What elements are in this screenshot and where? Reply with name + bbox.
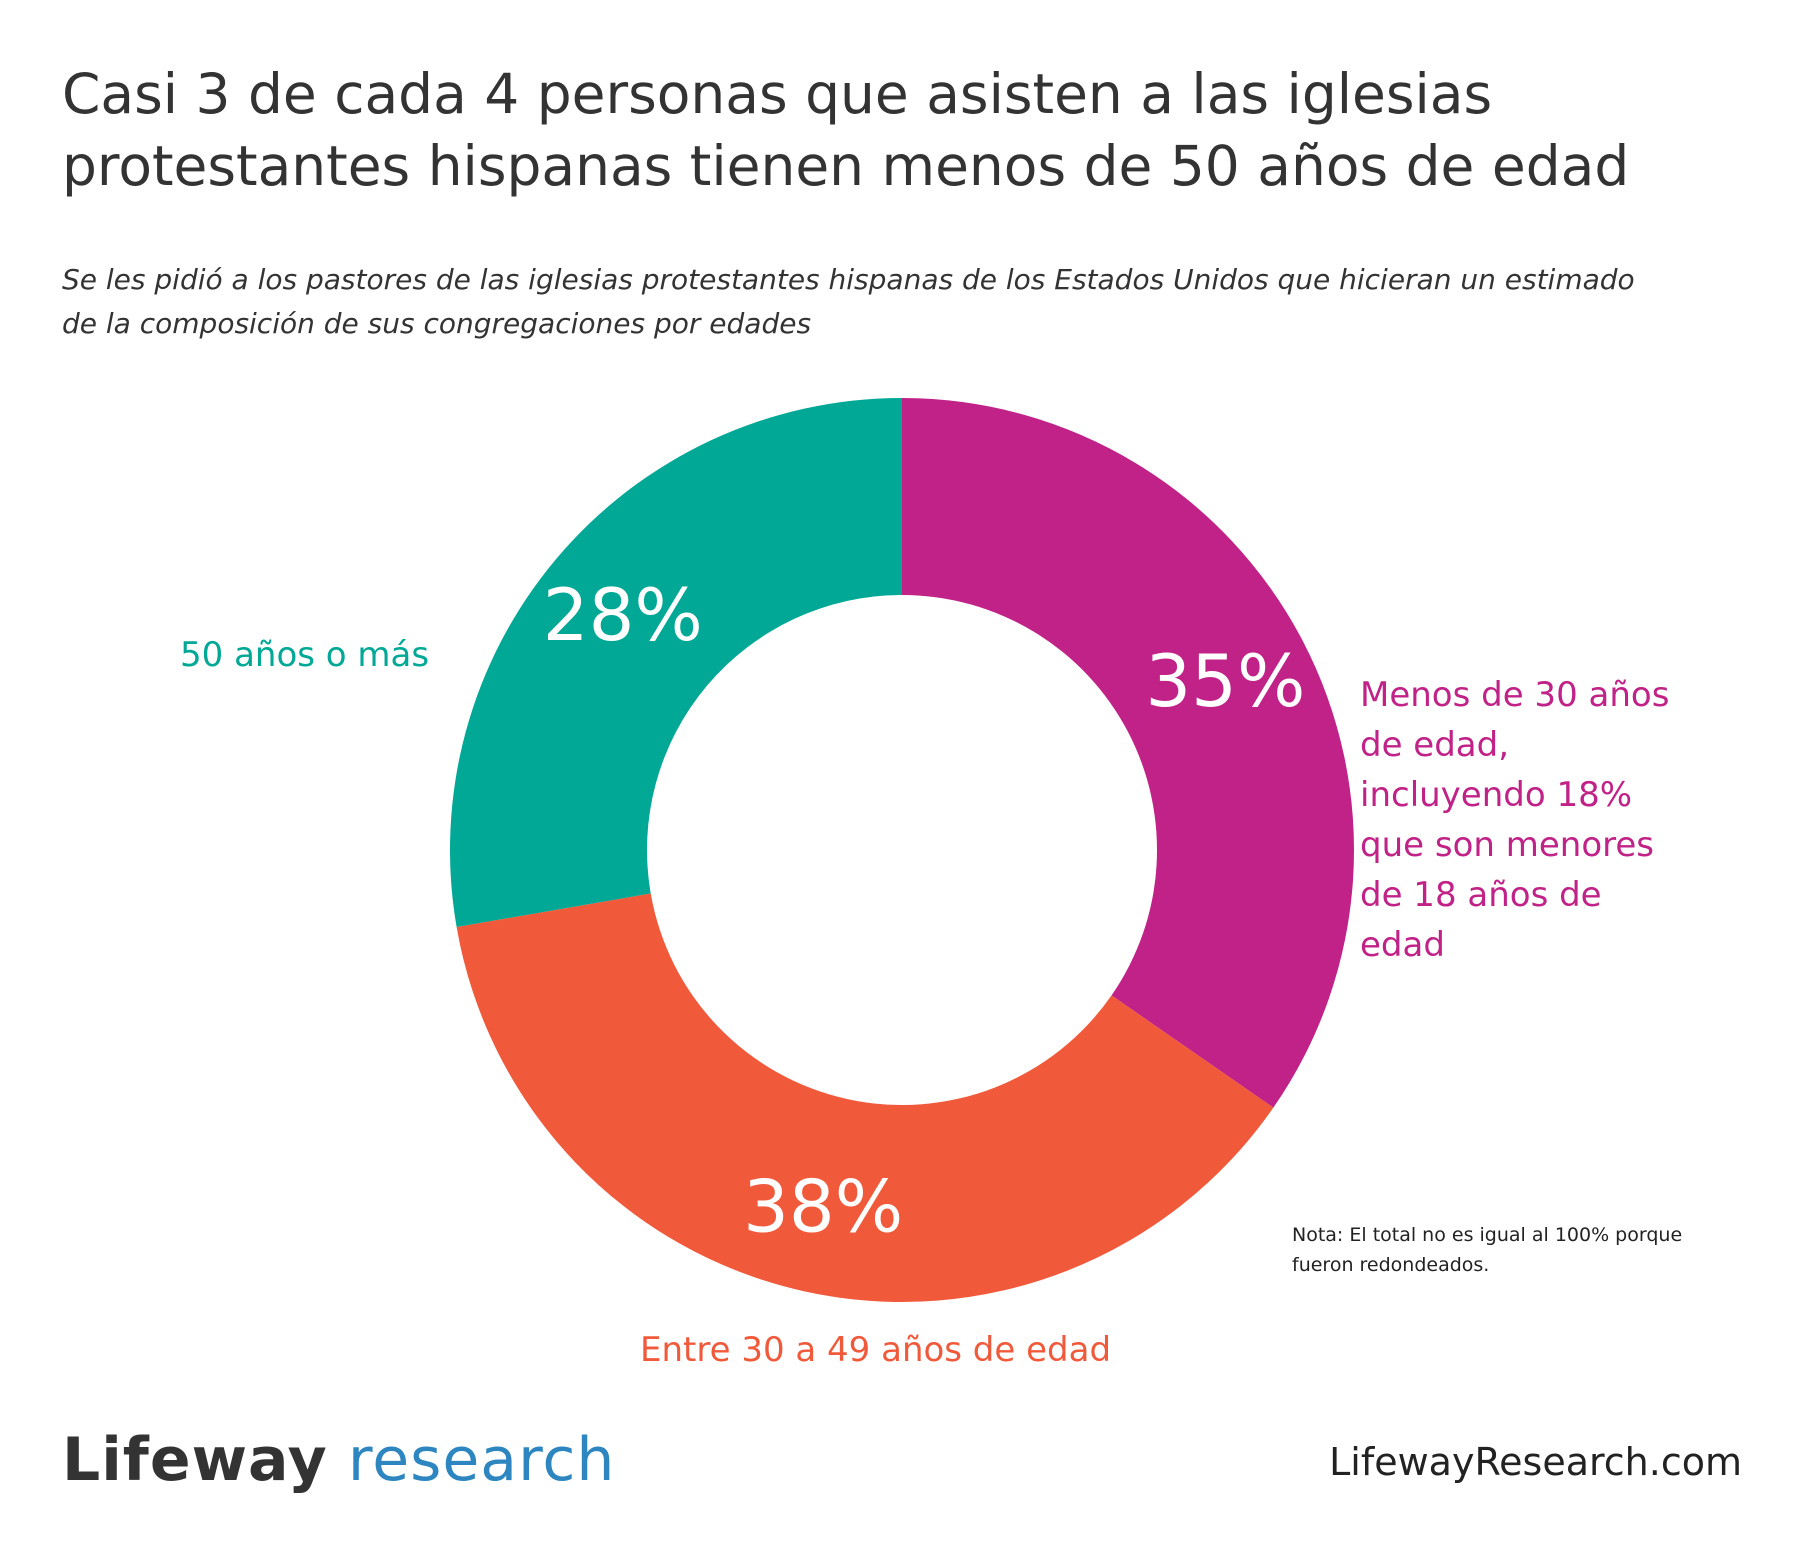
slice-value-50-plus: 28% [543, 573, 703, 657]
footnote: Nota: El total no es igual al 100% porqu… [1292, 1224, 1683, 1276]
category-label-under-30: Menos de 30 años de edad, incluyendo 18%… [1360, 675, 1670, 965]
donut-slice-50-plus [449, 397, 902, 927]
slice-value-30-49: 38% [743, 1164, 903, 1248]
category-label-50-plus: 50 años o más [180, 635, 430, 675]
category-label-30-49: Entre 30 a 49 años de edad [640, 1330, 1112, 1370]
donut-slice-under-30 [902, 398, 1354, 1108]
logo-sub: research [347, 1425, 616, 1495]
lifeway-research-logo: Lifeway research [62, 1420, 615, 1500]
website-url[interactable]: LifewayResearch.com [1329, 1440, 1742, 1484]
donut-slice-30-49 [456, 893, 1274, 1302]
chart-subtitle: Se les pidió a los pastores de las igles… [62, 263, 1635, 340]
slice-value-under-30: 35% [1145, 639, 1305, 723]
logo-brand: Lifeway [62, 1425, 328, 1495]
chart-title: Casi 3 de cada 4 personas que asisten a … [62, 62, 1630, 198]
